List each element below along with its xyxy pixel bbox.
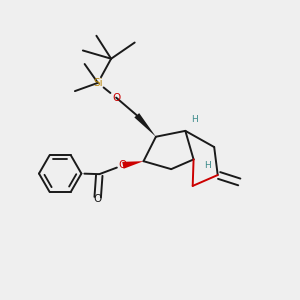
Polygon shape <box>134 113 156 137</box>
Text: Si: Si <box>93 78 103 88</box>
Polygon shape <box>122 161 143 169</box>
Text: O: O <box>94 194 102 204</box>
Text: H: H <box>204 161 211 170</box>
Text: O: O <box>119 160 127 170</box>
Text: H: H <box>191 116 197 124</box>
Text: O: O <box>112 93 120 103</box>
